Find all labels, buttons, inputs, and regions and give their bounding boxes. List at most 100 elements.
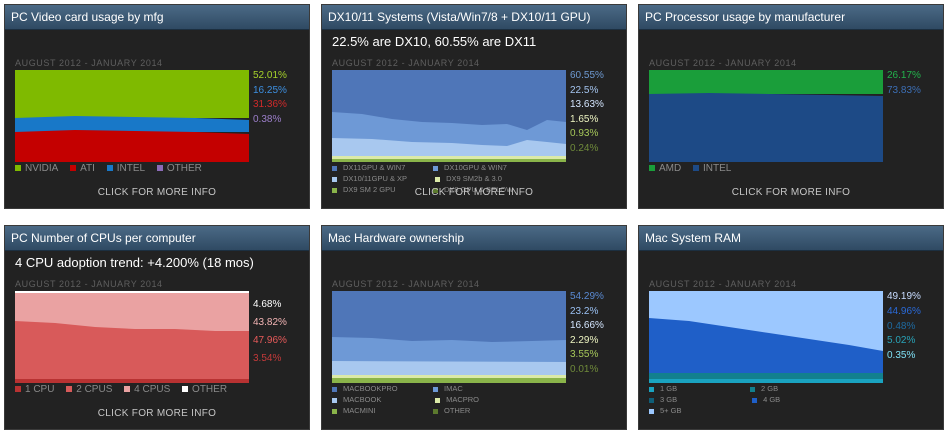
area-other <box>15 291 249 293</box>
legend-item: MACBOOKPRO <box>332 384 424 393</box>
value-label: 1.65% <box>570 113 599 125</box>
legend: MACBOOKPRO IMAC MACBOOK MACPRO MACMINI OTHER <box>332 384 622 417</box>
value-label: 3.55% <box>570 349 599 360</box>
stacked-area-chart <box>332 70 566 162</box>
value-label: 60.55% <box>570 70 604 81</box>
panel-title: PC Number of CPUs per computer <box>5 226 309 251</box>
values-list: 4.68% 43.82% 47.96% 3.54% <box>253 296 287 368</box>
stacked-area-chart <box>15 291 249 383</box>
stacked-area-chart <box>15 70 249 162</box>
value-label: 31.36% <box>253 99 287 110</box>
panel-processor[interactable]: PC Processor usage by manufacturer AUGUS… <box>638 4 944 209</box>
legend: AMD INTEL <box>649 163 740 174</box>
legend-item: DX10/11GPU & XP <box>332 174 424 183</box>
stacked-area-chart <box>649 291 883 383</box>
panel-dx-systems[interactable]: DX10/11 Systems (Vista/Win7/8 + DX10/11 … <box>321 4 627 209</box>
panel-mac-ram[interactable]: Mac System RAM AUGUST 2012 - JANUARY 201… <box>638 225 944 430</box>
value-label: 2.29% <box>570 334 599 346</box>
value-label: 5.02% <box>887 335 916 347</box>
panel-headline: 22.5% are DX10, 60.55% are DX11 <box>332 34 537 49</box>
panel-cpus[interactable]: PC Number of CPUs per computer 4 CPU ado… <box>4 225 310 430</box>
value-label: 3.54% <box>253 353 282 364</box>
legend-item: MACMINI <box>332 406 424 415</box>
legend: 1 GB 2 GB 3 GB 4 GB 5+ GB <box>649 384 939 417</box>
legend: 1 CPU 2 CPUS 4 CPUS OTHER <box>15 384 236 395</box>
values-list: 60.55% 22.5% 13.63% 1.65% 0.93% 0.24% <box>570 69 604 157</box>
legend-item: DX9 SM 2 GPU <box>332 185 424 194</box>
legend-item: 1 CPU <box>15 384 54 395</box>
legend-item: 1 GB <box>649 384 741 393</box>
area-2-gb <box>649 373 883 379</box>
panel-title: PC Processor usage by manufacturer <box>639 5 943 30</box>
legend-item: ATI <box>70 163 95 174</box>
value-label: 54.29% <box>570 291 604 302</box>
legend-item: 3 GB <box>649 395 741 404</box>
value-label: 13.63% <box>570 99 604 111</box>
more-info-link[interactable]: CLICK FOR MORE INFO <box>97 408 217 419</box>
value-label: 0.35% <box>887 350 916 362</box>
legend-item: 2 CPUS <box>66 384 112 395</box>
area-amd <box>649 70 883 94</box>
value-label: 16.66% <box>570 320 604 331</box>
area-2-cpus <box>15 321 249 383</box>
area-macmini <box>332 378 566 383</box>
legend-item: DX8 GPU & BELOW <box>433 185 525 194</box>
stacked-area-chart <box>332 291 566 383</box>
legend: NVIDIA ATI INTEL OTHER <box>15 163 211 174</box>
values-list: 54.29% 23.2% 16.66% 2.29% 3.55% 0.01% <box>570 290 604 377</box>
area-4-gb <box>649 318 883 383</box>
legend-item: OTHER <box>156 163 202 174</box>
stacked-area-chart <box>649 70 883 162</box>
legend-item: 4 GB <box>752 395 844 404</box>
area-1-cpu <box>15 379 249 383</box>
area-nvidia <box>15 70 249 118</box>
panel-title: PC Video card usage by mfg <box>5 5 309 30</box>
legend-item: INTEL <box>106 163 145 174</box>
legend-item: INTEL <box>693 163 731 174</box>
value-label: 44.96% <box>887 305 921 317</box>
legend-item: 2 GB <box>750 384 842 393</box>
more-info-link[interactable]: CLICK FOR MORE INFO <box>731 187 851 198</box>
legend-item: MACPRO <box>435 395 527 404</box>
area-macpro <box>332 375 566 378</box>
area-ati <box>15 130 249 162</box>
area-intel <box>649 93 883 162</box>
date-range: AUGUST 2012 - JANUARY 2014 <box>649 58 797 68</box>
panel-title: DX10/11 Systems (Vista/Win7/8 + DX10/11 … <box>322 5 626 30</box>
value-label: 0.93% <box>570 128 599 140</box>
date-range: AUGUST 2012 - JANUARY 2014 <box>649 279 797 289</box>
value-label: 73.83% <box>887 84 921 96</box>
value-label: 0.48% <box>887 320 916 332</box>
area-intel <box>15 116 249 132</box>
date-range: AUGUST 2012 - JANUARY 2014 <box>15 279 163 289</box>
panel-title: Mac Hardware ownership <box>322 226 626 251</box>
legend-item: MACBOOK <box>332 395 424 404</box>
more-info-link[interactable]: CLICK FOR MORE INFO <box>414 187 534 198</box>
legend-item: IMAC <box>433 384 525 393</box>
date-range: AUGUST 2012 - JANUARY 2014 <box>332 279 480 289</box>
panel-mac-hardware[interactable]: Mac Hardware ownership AUGUST 2012 - JAN… <box>321 225 627 430</box>
values-list: 26.17% 73.83% <box>887 69 921 98</box>
legend-item: DX11GPU & WIN7 <box>332 163 424 172</box>
value-label: 52.01% <box>253 70 287 81</box>
legend-item: 5+ GB <box>649 406 741 415</box>
values-list: 52.01% 16.25% 31.36% 0.38% <box>253 69 287 127</box>
value-label: 47.96% <box>253 335 287 346</box>
date-range: AUGUST 2012 - JANUARY 2014 <box>15 58 163 68</box>
value-label: 0.38% <box>253 113 282 125</box>
value-label: 0.01% <box>570 363 599 375</box>
panel-headline: 4 CPU adoption trend: +4.200% (18 mos) <box>15 255 254 270</box>
value-label: 4.68% <box>253 299 282 310</box>
date-range: AUGUST 2012 - JANUARY 2014 <box>332 58 480 68</box>
legend-item: NVIDIA <box>15 163 58 174</box>
legend: DX11GPU & WIN7 DX10GPU & WIN7 DX10/11GPU &… <box>332 163 622 196</box>
area-1-gb <box>649 379 883 383</box>
value-label: 43.82% <box>253 317 287 328</box>
legend-item: DX9 SM2b & 3.0 <box>435 174 527 183</box>
more-info-link[interactable]: CLICK FOR MORE INFO <box>97 187 217 198</box>
legend-item: 4 CPUS <box>124 384 170 395</box>
value-label: 49.19% <box>887 291 921 302</box>
panel-video-card[interactable]: PC Video card usage by mfg AUGUST 2012 -… <box>4 4 310 209</box>
legend-item: OTHER <box>182 384 227 395</box>
value-label: 26.17% <box>887 70 921 81</box>
